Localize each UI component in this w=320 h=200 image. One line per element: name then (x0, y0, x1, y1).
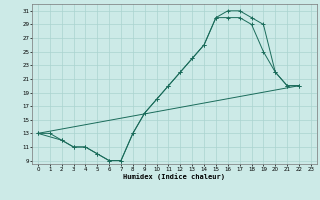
X-axis label: Humidex (Indice chaleur): Humidex (Indice chaleur) (124, 173, 225, 180)
